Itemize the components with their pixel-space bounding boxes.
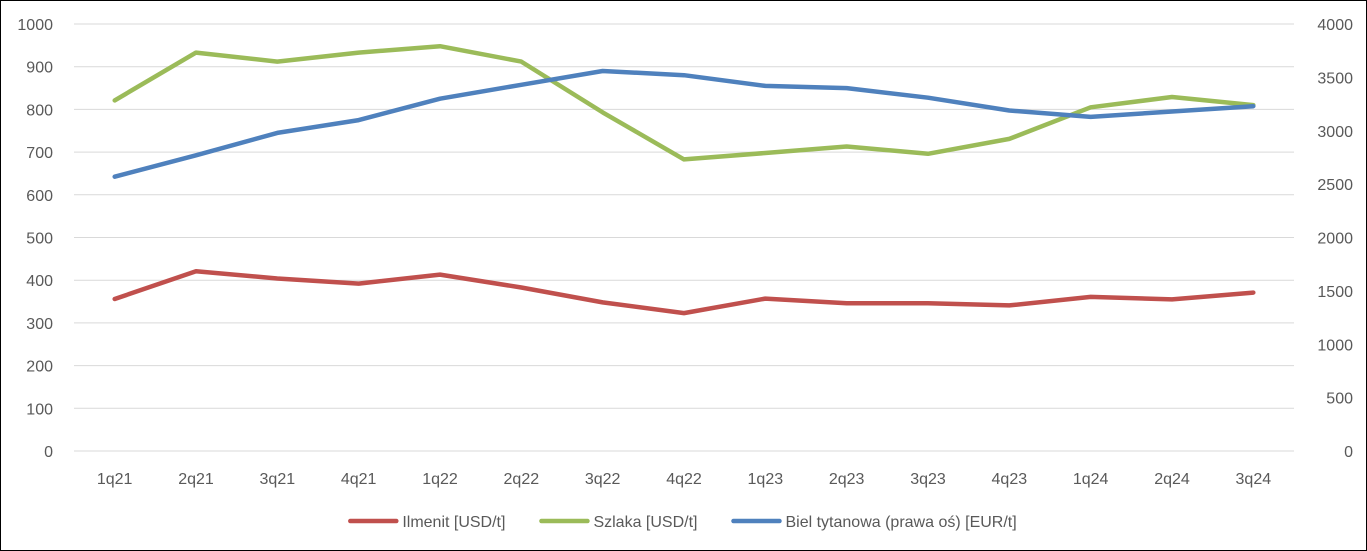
series-line bbox=[112, 43, 1256, 162]
left-tick-label: 700 bbox=[26, 145, 53, 162]
x-tick-label: 1q22 bbox=[422, 471, 458, 488]
right-tick-label: 3500 bbox=[1317, 70, 1353, 87]
left-tick-label: 1000 bbox=[17, 17, 53, 34]
left-tick-label: 300 bbox=[26, 316, 53, 333]
right-tick-label: 3000 bbox=[1317, 124, 1353, 141]
right-tick-label: 0 bbox=[1344, 444, 1353, 461]
x-tick-label: 1q23 bbox=[748, 471, 784, 488]
x-tick-label: 2q22 bbox=[504, 471, 540, 488]
left-tick-label: 200 bbox=[26, 359, 53, 376]
gridlines bbox=[74, 23, 1294, 452]
right-tick-label: 500 bbox=[1326, 391, 1353, 408]
x-tick-label: 2q21 bbox=[178, 471, 214, 488]
series-line bbox=[112, 268, 1256, 316]
x-tick-label: 3q22 bbox=[585, 471, 621, 488]
left-tick-label: 100 bbox=[26, 401, 53, 418]
x-tick-label: 4q22 bbox=[666, 471, 702, 488]
x-tick-label: 3q23 bbox=[910, 471, 946, 488]
right-tick-label: 1000 bbox=[1317, 337, 1353, 354]
right-tick-label: 2500 bbox=[1317, 177, 1353, 194]
x-tick-label: 1q21 bbox=[97, 471, 133, 488]
left-axis-ticks: 0 100 200 300 400 500 600 700 800 900 1000 bbox=[17, 17, 53, 461]
right-tick-label: 1500 bbox=[1317, 284, 1353, 301]
legend: Ilmenit [USD/t] Szlaka [USD/t] Biel tytano… bbox=[348, 514, 1017, 531]
x-tick-label: 4q23 bbox=[992, 471, 1028, 488]
legend-label: Szlaka [USD/t] bbox=[593, 514, 697, 531]
legend-label: Ilmenit [USD/t] bbox=[402, 514, 505, 531]
x-tick-label: 3q24 bbox=[1236, 471, 1272, 488]
left-tick-label: 900 bbox=[26, 60, 53, 77]
right-tick-label: 2000 bbox=[1317, 231, 1353, 248]
x-tick-label: 1q24 bbox=[1073, 471, 1109, 488]
x-tick-label: 3q21 bbox=[260, 471, 296, 488]
series-line bbox=[112, 68, 1256, 179]
x-tick-label: 2q23 bbox=[829, 471, 865, 488]
legend-label: Biel tytanowa (prawa oś) [EUR/t] bbox=[785, 514, 1016, 531]
x-axis-ticks: 1q21 2q21 3q21 4q21 1q22 2q22 3q22 4q22 1q23 2q23… bbox=[97, 471, 1271, 488]
x-tick-label: 4q21 bbox=[341, 471, 377, 488]
left-tick-label: 500 bbox=[26, 231, 53, 248]
right-axis-ticks: 0 500 1000 1500 2000 2500 3000 3500 4000 bbox=[1317, 17, 1353, 461]
left-tick-label: 600 bbox=[26, 188, 53, 205]
left-tick-label: 800 bbox=[26, 102, 53, 119]
right-tick-label: 4000 bbox=[1317, 17, 1353, 34]
left-tick-label: 400 bbox=[26, 273, 53, 290]
series-lines bbox=[112, 43, 1256, 316]
left-tick-label: 0 bbox=[44, 444, 53, 461]
x-tick-label: 2q24 bbox=[1154, 471, 1190, 488]
